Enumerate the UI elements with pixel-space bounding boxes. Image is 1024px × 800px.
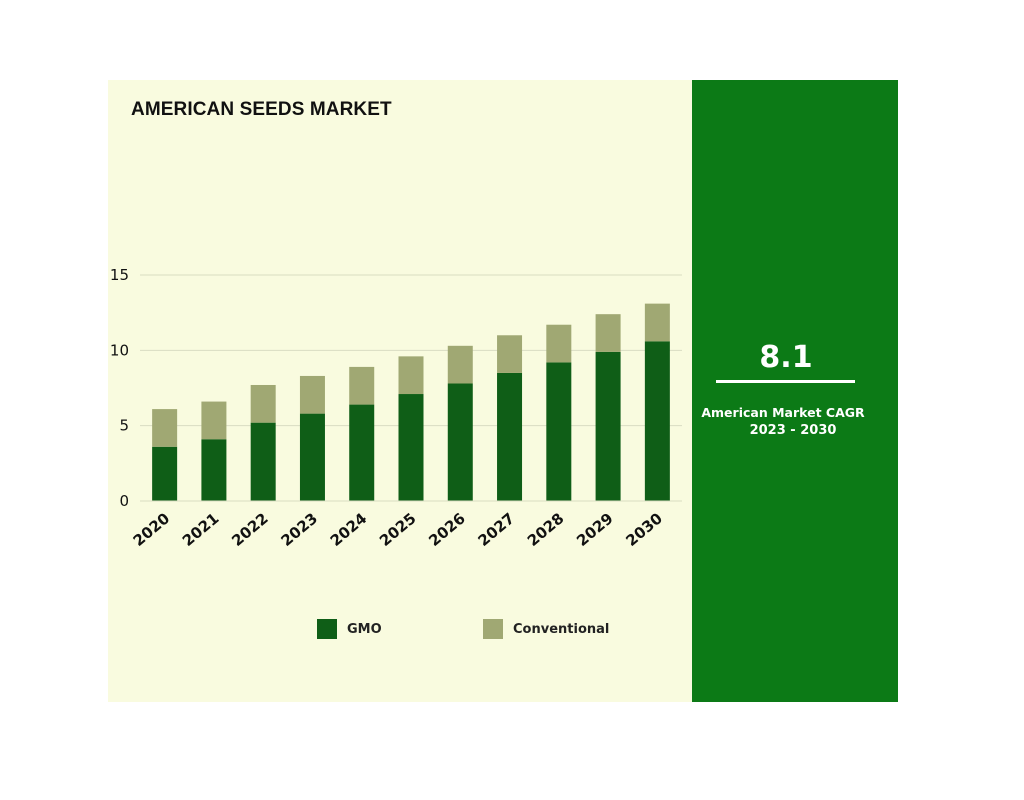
bar-conventional-2028 <box>546 324 572 363</box>
bar-conventional-2026 <box>447 345 473 384</box>
y-tick-label: 10 <box>110 341 129 359</box>
legend-swatch-conventional <box>483 619 503 639</box>
bar-conventional-2024 <box>349 366 375 405</box>
bar-gmo-2021 <box>201 439 227 501</box>
x-tick-label: 2026 <box>425 509 469 550</box>
chart-title: AMERICAN SEEDS MARKET <box>131 99 392 120</box>
bar-conventional-2023 <box>299 375 325 414</box>
x-tick-label: 2022 <box>228 509 272 550</box>
x-tick-label: 2025 <box>376 509 420 550</box>
y-tick-label: 0 <box>119 492 129 510</box>
bar-gmo-2026 <box>447 383 473 501</box>
cagr-divider <box>716 380 855 383</box>
cagr-panel <box>692 80 898 702</box>
y-tick-label: 15 <box>110 266 129 284</box>
x-tick-label: 2028 <box>524 509 568 550</box>
x-tick-label: 2021 <box>179 509 223 550</box>
legend-label-gmo: GMO <box>347 622 382 637</box>
bar-gmo-2028 <box>546 362 572 501</box>
cagr-label: American Market CAGR <box>701 405 865 420</box>
x-tick-label: 2027 <box>475 509 519 550</box>
bar-conventional-2025 <box>398 356 424 395</box>
legend-swatch-gmo <box>317 619 337 639</box>
legend-label-conventional: Conventional <box>513 622 610 637</box>
bar-conventional-2027 <box>497 335 523 373</box>
x-tick-label: 2020 <box>130 509 174 550</box>
bar-gmo-2030 <box>644 341 670 501</box>
bar-conventional-2030 <box>644 303 670 342</box>
y-tick-label: 5 <box>119 417 129 435</box>
bar-conventional-2022 <box>250 384 276 423</box>
bar-gmo-2023 <box>299 413 325 501</box>
bar-gmo-2024 <box>349 404 375 501</box>
bar-conventional-2020 <box>152 409 178 447</box>
bar-gmo-2025 <box>398 394 424 501</box>
x-tick-label: 2029 <box>573 509 617 550</box>
bar-gmo-2022 <box>250 422 276 501</box>
cagr-value: 8.1 <box>759 340 813 375</box>
bar-gmo-2027 <box>497 372 523 501</box>
x-tick-label: 2030 <box>622 509 666 550</box>
x-tick-label: 2024 <box>327 509 371 550</box>
bar-gmo-2029 <box>595 351 621 501</box>
bar-gmo-2020 <box>152 446 178 501</box>
bar-conventional-2021 <box>201 401 227 440</box>
cagr-period: 2023 - 2030 <box>749 423 837 438</box>
x-tick-label: 2023 <box>277 509 321 550</box>
bar-conventional-2029 <box>595 314 621 352</box>
